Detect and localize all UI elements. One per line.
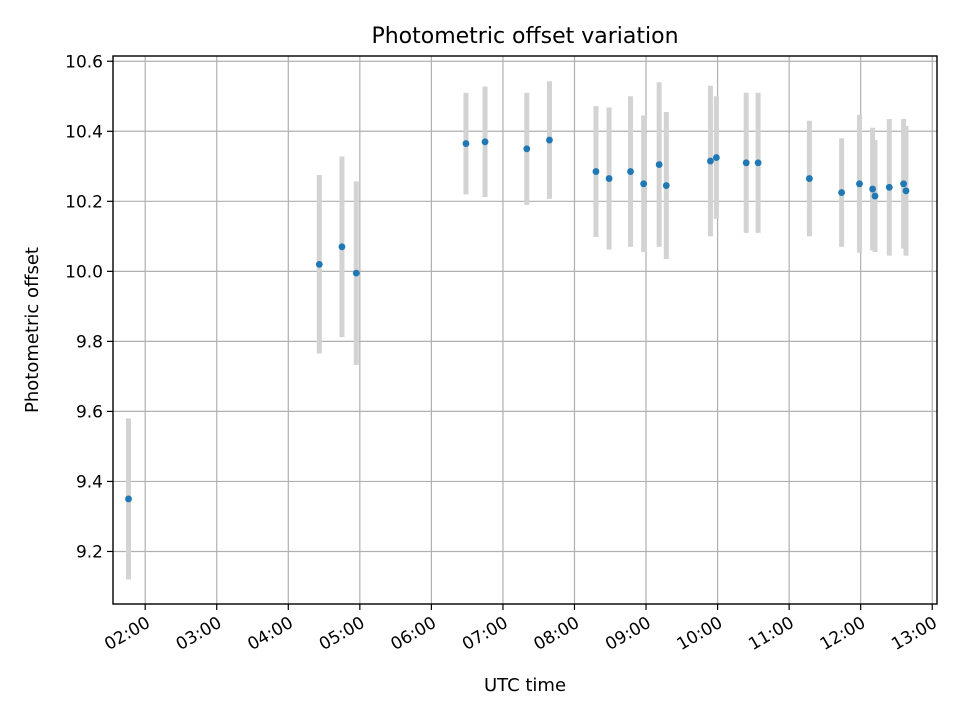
data-point — [742, 159, 750, 167]
data-point — [655, 161, 663, 168]
data-point — [125, 495, 132, 503]
data-point — [352, 269, 360, 277]
plot-frame — [112, 55, 938, 605]
data-point — [338, 243, 346, 251]
data-point — [523, 145, 531, 153]
y-tick-label: 9.4 — [76, 472, 103, 492]
x-tick-label: 07:00 — [459, 613, 511, 655]
y-tick-label: 9.8 — [76, 332, 103, 352]
x-tick-label: 04:00 — [244, 613, 296, 655]
x-tick-label: 13:00 — [888, 613, 940, 655]
data-point — [546, 136, 553, 144]
point-layer — [125, 136, 910, 503]
x-tick-label: 11:00 — [745, 613, 797, 655]
x-tick-label: 12:00 — [817, 613, 869, 655]
data-point — [627, 168, 634, 175]
y-tick-label: 10.0 — [65, 262, 103, 282]
x-tick-label: 02:00 — [101, 613, 153, 655]
data-point — [838, 189, 846, 196]
x-tick-label: 08:00 — [531, 613, 583, 655]
y-axis-ticks: 9.2 9.4 9.6 9.8 10.0 10.2 10.4 10.6 — [65, 52, 113, 562]
data-point — [462, 140, 470, 147]
data-point — [662, 182, 670, 189]
y-tick-label: 9.2 — [76, 542, 103, 562]
data-point — [712, 154, 720, 161]
data-point — [902, 187, 910, 195]
x-axis-label: UTC time — [484, 675, 566, 696]
data-point — [806, 175, 813, 182]
chart-title: Photometric offset variation — [371, 24, 678, 49]
y-tick-label: 10.4 — [65, 122, 103, 142]
y-tick-label: 9.6 — [76, 402, 103, 422]
x-tick-label: 03:00 — [173, 613, 225, 655]
y-tick-label: 10.6 — [65, 52, 103, 72]
x-tick-label: 09:00 — [602, 613, 654, 655]
data-point — [856, 180, 863, 188]
data-point — [885, 183, 893, 191]
data-point — [481, 138, 489, 146]
data-point — [869, 185, 877, 193]
data-point — [592, 168, 600, 175]
y-tick-label: 10.2 — [65, 192, 103, 212]
data-point — [754, 159, 762, 167]
data-point — [871, 192, 879, 200]
data-point — [640, 180, 648, 188]
data-point — [605, 175, 613, 182]
data-point — [707, 157, 714, 165]
data-point — [900, 180, 908, 188]
x-axis-ticks: 02:00 03:00 04:00 05:00 06:00 07:00 08:00 09:00… — [101, 604, 941, 655]
y-axis-label: Photometric offset — [22, 247, 43, 413]
x-tick-label: 06:00 — [387, 613, 439, 655]
x-tick-label: 10:00 — [674, 613, 726, 655]
data-point — [315, 260, 323, 268]
x-tick-label: 05:00 — [316, 613, 368, 655]
